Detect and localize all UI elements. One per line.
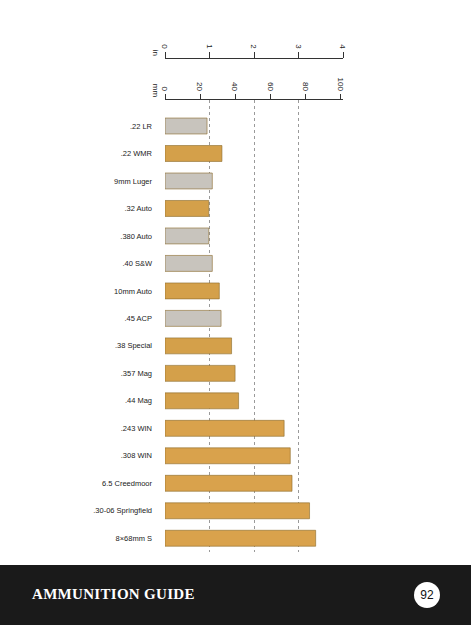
svg-text:20: 20 [195, 82, 204, 91]
svg-text:.357 Mag: .357 Mag [121, 369, 152, 378]
svg-text:40: 40 [230, 82, 239, 91]
svg-text:60: 60 [266, 82, 275, 91]
svg-text:.22 WMR: .22 WMR [121, 149, 153, 158]
html-text:92: 92 [420, 588, 434, 602]
svg-text:4: 4 [338, 44, 347, 49]
svg-text:.380 Auto: .380 Auto [120, 232, 152, 241]
svg-text:1: 1 [205, 44, 214, 49]
svg-text:9mm Luger: 9mm Luger [114, 177, 152, 186]
svg-text:0: 0 [160, 44, 169, 49]
svg-text:3: 3 [294, 44, 303, 49]
svg-text:8×68mm S: 8×68mm S [116, 534, 152, 543]
svg-text:.308 WIN: .308 WIN [121, 451, 152, 460]
svg-text:2: 2 [249, 44, 258, 49]
svg-text:.243 WIN: .243 WIN [121, 424, 152, 433]
svg-text:.22 LR: .22 LR [130, 122, 153, 131]
svg-text:.38 Special: .38 Special [115, 341, 152, 350]
svg-text:6.5 Creedmoor: 6.5 Creedmoor [102, 479, 153, 488]
svg-text:.44 Mag: .44 Mag [125, 396, 152, 405]
svg-text:0: 0 [160, 86, 169, 91]
svg-text:.40 S&W: .40 S&W [122, 259, 153, 268]
svg-text:.30-06 Springfield: .30-06 Springfield [93, 506, 152, 515]
svg-text:.32 Auto: .32 Auto [124, 204, 152, 213]
svg-text:80: 80 [301, 82, 310, 91]
svg-text:100: 100 [336, 77, 345, 91]
svg-text:in: in [151, 50, 160, 56]
svg-text:.45 ACP: .45 ACP [124, 314, 152, 323]
svg-text:mm: mm [151, 84, 160, 98]
svg-text:10mm Auto: 10mm Auto [114, 287, 152, 296]
html-text:AMMUNITION GUIDE: AMMUNITION GUIDE [32, 586, 195, 602]
